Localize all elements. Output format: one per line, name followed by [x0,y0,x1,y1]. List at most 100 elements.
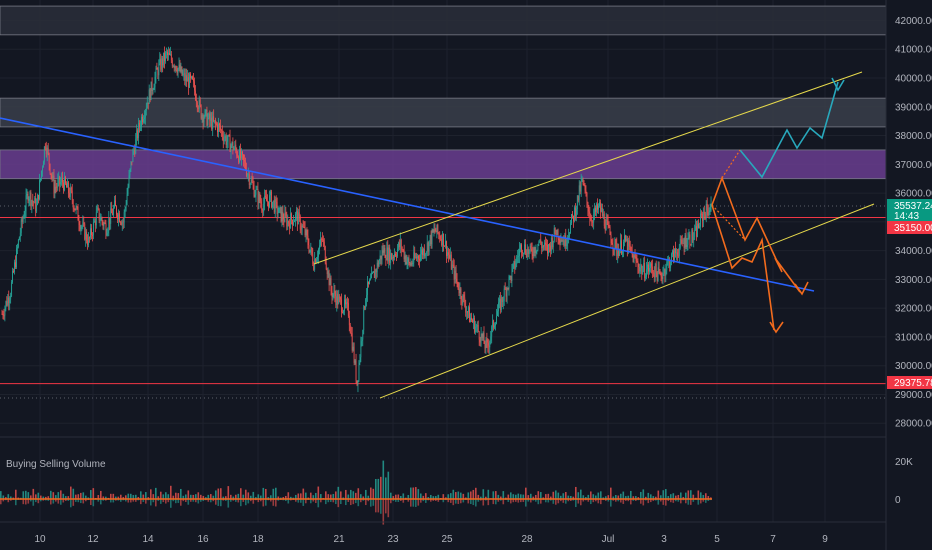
candle-body [220,130,222,131]
volume-bar-sell [195,499,197,503]
candle-body [397,248,398,257]
candle-body [614,239,616,250]
candle-body [33,201,35,204]
volume-bar-buy [245,489,247,499]
candle-body [120,222,122,225]
candle-body [92,235,93,236]
volume-bar-sell [185,499,187,503]
candle-body [701,213,702,215]
candle-body [267,201,268,203]
volume-bar-buy [345,489,347,499]
candle-body [625,239,627,242]
volume-bar-buy [142,494,145,499]
candle-body [521,244,522,253]
volume-bar-buy [127,493,130,499]
candle-body [334,290,336,297]
volume-bar-buy [75,494,77,499]
candle-body [90,228,91,238]
volume-bar-sell [592,499,595,503]
volume-bar-sell [480,499,482,501]
candle-body [276,201,278,214]
trend-drawings [0,71,875,399]
volume-bar-buy [102,496,105,499]
volume-bar-sell [467,499,470,504]
candle-body [148,89,150,104]
candle-body [691,230,693,246]
candle-body [647,264,648,270]
candle-body [347,303,349,316]
volume-bar-buy [427,497,430,499]
volume-bar-sell [272,499,275,506]
volume-bar-buy [320,494,322,499]
volume-bar-buy [615,495,617,499]
candle-body [176,70,178,74]
candle-body [1,313,3,315]
volume-bar-buy [135,494,137,499]
volume-bar-sell [235,499,237,502]
volume-bar-buy [230,494,232,499]
candle-body [193,79,194,82]
candle-body [450,254,452,270]
volume-bar-buy [580,489,582,499]
candle-body [483,332,485,344]
channel-lower-line [379,203,875,399]
volume-bar-buy [185,494,187,499]
candle-body [513,261,515,265]
time-axis[interactable]: 10 12 14 16 18 21 23 25 28 Jul 3 5 7 9 [34,534,828,545]
volume-bar-sell [400,499,402,502]
volume-bar-buy [622,491,625,499]
volume-bar-sell [220,499,222,507]
candle-body [687,237,689,245]
candle-body [230,145,232,152]
volume-bar-sell [570,499,572,502]
volume-bar-buy [527,495,530,499]
volume-bar-buy [10,496,12,499]
candle-body [501,297,503,302]
candle-body [251,179,253,183]
candle-body [355,360,357,381]
candle-body [468,307,470,313]
volume-bar-sell [375,499,377,513]
candle-body [403,249,405,260]
volume-bar-sell [417,499,420,506]
volume-bar-buy [577,492,580,499]
volume-bar-sell [587,499,590,502]
candle-body [195,99,197,103]
volume-bar-buy [357,488,360,499]
candle-body [394,253,395,258]
candle-body [53,175,55,194]
volume-bar-buy [685,492,687,499]
candle-body [689,234,691,245]
candle-body [671,253,673,263]
indicator-title[interactable]: Buying Selling Volume [6,459,106,470]
candle-body [16,248,17,268]
volume-bar-buy [392,496,395,499]
candle-body [30,192,32,206]
volume-bar-sell [15,499,17,506]
volume-bar-buy [437,494,440,499]
volume-bar-sell [295,499,297,502]
volume-bar-buy [297,493,300,499]
candle-body [346,302,348,304]
candle-body [118,213,119,220]
candle-body [9,299,11,304]
candle-body [530,245,532,249]
volume-bar-buy [40,495,42,499]
volume-bar-sell [72,499,75,506]
candle-body [651,263,652,267]
volume-bar-buy [592,494,595,499]
volume-bar-buy [120,494,122,499]
candle-body [379,255,381,262]
volume-bar-buy [682,496,685,499]
candle-body [569,233,571,236]
volume-bar-buy [472,489,475,499]
candle-body [289,223,291,229]
candle-body [235,144,237,150]
candle-body [119,221,121,223]
candle-body [660,273,662,277]
candle-body [284,212,286,222]
volume-bar-sell [105,499,107,501]
volume-bar-sell [382,499,385,525]
candle-body [153,87,155,90]
